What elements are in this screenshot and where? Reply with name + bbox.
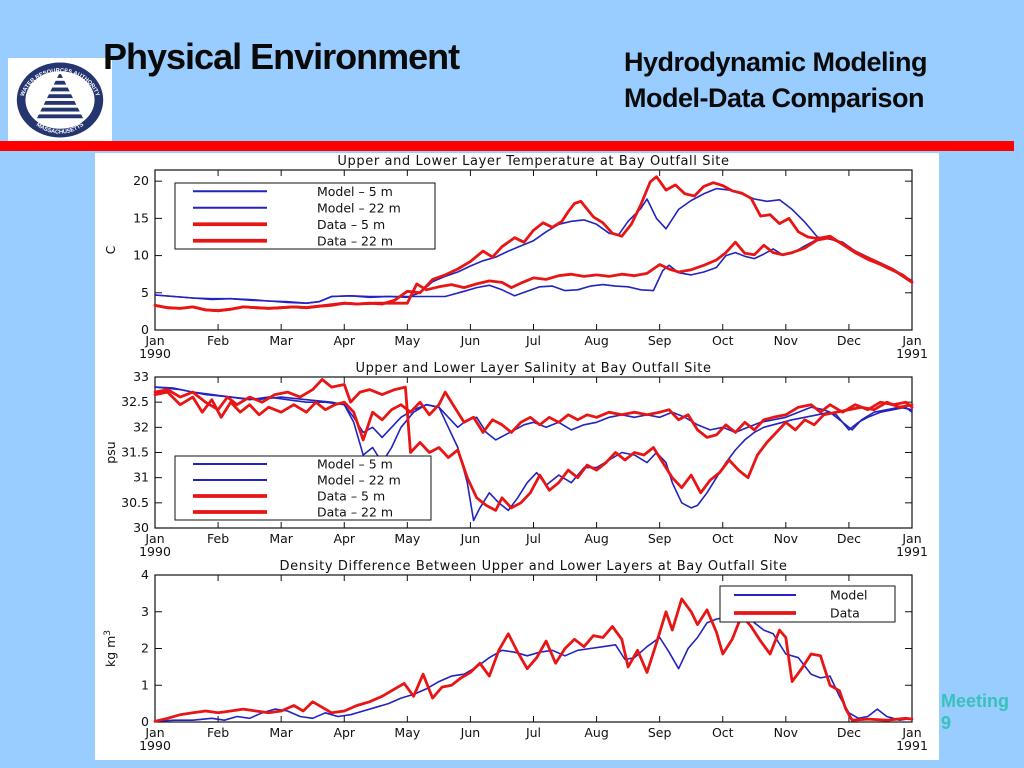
- svg-text:Jul: Jul: [525, 531, 541, 546]
- svg-text:15: 15: [133, 210, 149, 225]
- svg-text:Mar: Mar: [269, 333, 293, 348]
- logo-seal-icon: WATER RESOURCES AUTHORITY MASSACHUSETTS: [16, 62, 104, 137]
- svg-text:Apr: Apr: [333, 531, 355, 546]
- svg-text:Model – 22 m: Model – 22 m: [317, 200, 401, 215]
- svg-text:20: 20: [133, 173, 149, 188]
- svg-text:1991: 1991: [896, 346, 928, 360]
- svg-text:Model – 22 m: Model – 22 m: [317, 473, 401, 488]
- svg-text:Model – 5 m: Model – 5 m: [317, 184, 393, 199]
- svg-text:2: 2: [141, 641, 149, 656]
- svg-text:1: 1: [141, 677, 149, 692]
- svg-text:kg m3: kg m3: [103, 630, 118, 667]
- svg-text:30.5: 30.5: [121, 495, 149, 510]
- svg-text:30: 30: [133, 520, 149, 535]
- charts-panel: Upper and Lower Layer Temperature at Bay…: [95, 153, 939, 760]
- svg-text:1990: 1990: [139, 544, 171, 558]
- svg-text:Dec: Dec: [837, 725, 861, 740]
- svg-text:3: 3: [141, 604, 149, 619]
- svg-text:4: 4: [141, 567, 149, 582]
- salinity-chart: Upper and Lower Layer Salinity at Bay Ou…: [103, 361, 928, 558]
- svg-text:1990: 1990: [139, 738, 171, 753]
- svg-text:Aug: Aug: [584, 531, 608, 546]
- svg-text:32: 32: [133, 419, 149, 434]
- svg-text:10: 10: [133, 248, 149, 263]
- svg-text:Upper and Lower Layer Salinity: Upper and Lower Layer Salinity at Bay Ou…: [355, 361, 711, 376]
- svg-text:Mar: Mar: [269, 725, 293, 740]
- footer-line-1: Meeting: [941, 691, 1010, 711]
- svg-text:Aug: Aug: [584, 725, 608, 740]
- svg-text:33: 33: [133, 369, 149, 384]
- svg-text:Data – 22 m: Data – 22 m: [317, 233, 393, 248]
- svg-text:0: 0: [141, 322, 149, 337]
- svg-text:Nov: Nov: [774, 531, 799, 546]
- svg-text:Aug: Aug: [584, 333, 608, 348]
- svg-text:Jun: Jun: [460, 725, 481, 740]
- svg-text:Dec: Dec: [837, 333, 861, 348]
- temperature-chart: Upper and Lower Layer Temperature at Bay…: [103, 154, 928, 360]
- page-title: Physical Environment: [103, 36, 460, 77]
- svg-text:1991: 1991: [896, 738, 928, 753]
- svg-text:Jun: Jun: [460, 333, 481, 348]
- red-divider: [0, 141, 1014, 151]
- svg-text:May: May: [394, 531, 420, 546]
- footer-meeting-text: Meeting 9: [941, 690, 1024, 734]
- svg-text:Jun: Jun: [460, 531, 481, 546]
- svg-text:Nov: Nov: [774, 333, 799, 348]
- svg-text:Data: Data: [830, 606, 860, 621]
- svg-text:5: 5: [141, 285, 149, 300]
- svg-text:Data – 5 m: Data – 5 m: [317, 217, 385, 232]
- svg-text:psu: psu: [103, 441, 118, 463]
- svg-text:Oct: Oct: [712, 531, 734, 546]
- svg-text:1991: 1991: [896, 544, 928, 558]
- svg-text:Jul: Jul: [525, 333, 541, 348]
- subtitle-line-1: Hydrodynamic Modeling: [624, 47, 928, 77]
- svg-text:32.5: 32.5: [121, 394, 149, 409]
- svg-text:Data – 5 m: Data – 5 m: [317, 489, 385, 504]
- svg-text:31: 31: [133, 470, 149, 485]
- svg-text:Model: Model: [830, 588, 868, 603]
- svg-text:Sep: Sep: [648, 333, 672, 348]
- svg-text:31.5: 31.5: [121, 445, 149, 460]
- svg-text:Apr: Apr: [333, 333, 355, 348]
- svg-text:Jul: Jul: [525, 725, 541, 740]
- svg-text:Jan: Jan: [144, 333, 164, 348]
- density-difference-chart: Density Difference Between Upper and Low…: [103, 559, 928, 753]
- svg-text:Feb: Feb: [207, 531, 229, 546]
- footer-line-2: 9: [941, 713, 952, 733]
- svg-text:May: May: [394, 333, 420, 348]
- svg-text:Sep: Sep: [648, 531, 672, 546]
- svg-text:Nov: Nov: [774, 725, 799, 740]
- subtitle-line-2: Model-Data Comparison: [624, 83, 925, 113]
- svg-text:Oct: Oct: [712, 725, 734, 740]
- svg-text:Jan: Jan: [144, 531, 164, 546]
- svg-text:Apr: Apr: [333, 725, 355, 740]
- svg-text:Upper and Lower Layer Temperat: Upper and Lower Layer Temperature at Bay…: [337, 154, 729, 169]
- svg-text:Dec: Dec: [837, 531, 861, 546]
- svg-text:Jan: Jan: [901, 725, 921, 740]
- mwra-logo: WATER RESOURCES AUTHORITY MASSACHUSETTS: [8, 58, 112, 141]
- svg-text:Jan: Jan: [901, 333, 921, 348]
- svg-text:Data – 22 m: Data – 22 m: [317, 505, 393, 520]
- svg-text:Feb: Feb: [207, 333, 229, 348]
- svg-text:May: May: [394, 725, 420, 740]
- svg-text:Model – 5 m: Model – 5 m: [317, 457, 393, 472]
- svg-text:Feb: Feb: [207, 725, 229, 740]
- svg-text:0: 0: [141, 714, 149, 729]
- svg-text:C: C: [103, 245, 118, 254]
- svg-text:Sep: Sep: [648, 725, 672, 740]
- subtitle: Hydrodynamic Modeling Model-Data Compari…: [624, 44, 928, 116]
- svg-text:Oct: Oct: [712, 333, 734, 348]
- svg-text:Density Difference Between Upp: Density Difference Between Upper and Low…: [280, 559, 788, 574]
- svg-text:Jan: Jan: [144, 725, 164, 740]
- svg-text:Mar: Mar: [269, 531, 293, 546]
- svg-text:1990: 1990: [139, 346, 171, 360]
- svg-text:Jan: Jan: [901, 531, 921, 546]
